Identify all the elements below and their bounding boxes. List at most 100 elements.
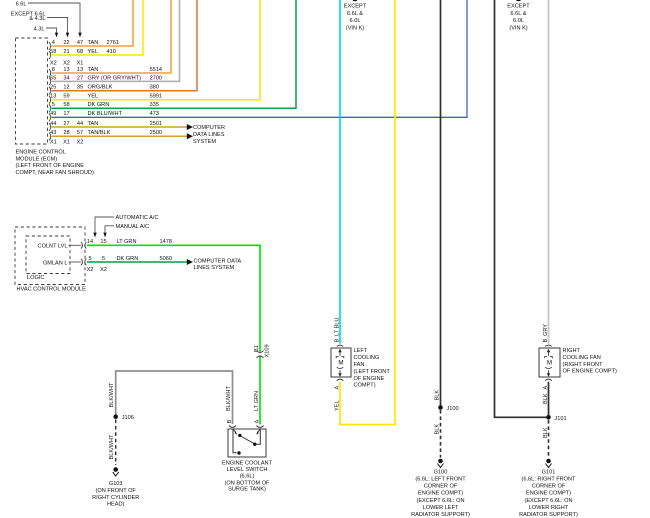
svg-text:5514: 5514 xyxy=(150,67,162,73)
svg-text:RADIATOR SUPPORT): RADIATOR SUPPORT) xyxy=(411,512,470,518)
svg-text:OF ENGINE: OF ENGINE xyxy=(354,376,385,382)
svg-text:410: 410 xyxy=(107,49,116,55)
svg-text:DK BLU/WHT: DK BLU/WHT xyxy=(88,111,123,117)
svg-text:CORNER OF: CORNER OF xyxy=(532,484,566,490)
svg-text:EXCEPT: EXCEPT xyxy=(344,4,367,10)
svg-text:6.0L: 6.0L xyxy=(350,18,361,24)
svg-text:& 4.3L: & 4.3L xyxy=(29,16,45,22)
svg-text:57: 57 xyxy=(77,130,83,136)
svg-text:ENGINE COMPT): ENGINE COMPT) xyxy=(526,491,571,497)
svg-text:LOWER LEFT: LOWER LEFT xyxy=(423,505,459,511)
svg-text:X2: X2 xyxy=(77,140,84,146)
svg-text:RIGHT CYLINDER: RIGHT CYLINDER xyxy=(92,495,139,501)
svg-text:YEL: YEL xyxy=(334,400,340,411)
svg-text:X2: X2 xyxy=(100,267,107,273)
svg-text:4: 4 xyxy=(52,40,55,46)
svg-text:LEFT: LEFT xyxy=(354,348,368,354)
svg-text:A: A xyxy=(543,386,549,390)
svg-text:TAN: TAN xyxy=(88,121,99,127)
svg-text:(RIGHT FRONT: (RIGHT FRONT xyxy=(563,362,604,368)
svg-text:2761: 2761 xyxy=(107,40,119,46)
svg-text:HVAC CONTROL MODULE: HVAC CONTROL MODULE xyxy=(17,287,87,293)
svg-text:B: B xyxy=(543,339,549,343)
svg-text:5: 5 xyxy=(52,102,55,108)
svg-text:27: 27 xyxy=(63,121,69,127)
svg-text:ENGINE COOLANT: ENGINE COOLANT xyxy=(222,460,273,466)
svg-text:5: 5 xyxy=(88,256,91,262)
svg-text:LT GRN: LT GRN xyxy=(117,239,137,245)
svg-text:G101: G101 xyxy=(542,470,556,476)
svg-text:5: 5 xyxy=(102,256,105,262)
svg-text:A: A xyxy=(334,386,340,390)
svg-text:SYSTEM: SYSTEM xyxy=(193,139,216,145)
svg-text:DATA LINES: DATA LINES xyxy=(193,132,225,138)
svg-text:4.3L: 4.3L xyxy=(34,27,45,33)
svg-text:49: 49 xyxy=(50,111,56,117)
svg-text:13: 13 xyxy=(50,94,56,100)
svg-text:EXCEPT 6.6L: EXCEPT 6.6L xyxy=(11,11,46,17)
svg-text:35: 35 xyxy=(77,85,83,91)
svg-text:25: 25 xyxy=(50,85,56,91)
svg-text:47: 47 xyxy=(77,40,83,46)
svg-text:YEL: YEL xyxy=(88,49,99,55)
svg-text:44: 44 xyxy=(77,121,83,127)
svg-text:1478: 1478 xyxy=(160,239,172,245)
svg-text:6.6L &: 6.6L & xyxy=(511,11,527,17)
svg-text:(ON FRONT OF: (ON FRONT OF xyxy=(96,488,137,494)
svg-text:(ON BOTTOM OF: (ON BOTTOM OF xyxy=(225,481,271,487)
svg-text:58: 58 xyxy=(50,49,56,55)
svg-text:GRY (OR GRY/WHT): GRY (OR GRY/WHT) xyxy=(88,75,142,81)
svg-text:LT BLU: LT BLU xyxy=(334,318,340,336)
svg-text:BLK: BLK xyxy=(543,393,549,404)
svg-text:EXCEPT: EXCEPT xyxy=(507,4,530,10)
svg-text:380: 380 xyxy=(150,85,159,91)
svg-text:COMPUTER: COMPUTER xyxy=(193,125,225,131)
svg-text:LINES SYSTEM: LINES SYSTEM xyxy=(194,265,235,271)
svg-text:COMPUTER DATA: COMPUTER DATA xyxy=(194,258,242,264)
svg-text:(LEFT FRONT: (LEFT FRONT xyxy=(354,369,391,375)
svg-text:6.6L: 6.6L xyxy=(16,2,27,8)
svg-text:B1: B1 xyxy=(254,345,260,352)
svg-text:LOGIC: LOGIC xyxy=(27,275,44,281)
svg-text:MANUAL A/C: MANUAL A/C xyxy=(116,224,150,230)
svg-text:(EXCEPT 6.6L: ON: (EXCEPT 6.6L: ON xyxy=(524,498,572,504)
svg-text:LOWER RIGHT: LOWER RIGHT xyxy=(529,505,569,511)
svg-text:5991: 5991 xyxy=(150,94,162,100)
svg-text:TAN: TAN xyxy=(88,67,99,73)
svg-text:(6.6L: LEFT FRONT: (6.6L: LEFT FRONT xyxy=(415,477,466,483)
svg-text:B: B xyxy=(334,339,340,343)
svg-text:SURGE TANK): SURGE TANK) xyxy=(228,487,266,493)
svg-text:473: 473 xyxy=(150,111,159,117)
svg-text:8: 8 xyxy=(52,67,55,73)
svg-text:OF ENGINE COMPT): OF ENGINE COMPT) xyxy=(563,369,618,375)
svg-text:15: 15 xyxy=(100,239,106,245)
svg-text:5060: 5060 xyxy=(160,256,172,262)
svg-text:M: M xyxy=(547,360,552,367)
svg-text:BLK: BLK xyxy=(543,427,549,438)
svg-text:13: 13 xyxy=(77,67,83,73)
svg-text:ENGINE COMPT): ENGINE COMPT) xyxy=(418,491,463,497)
svg-text:21: 21 xyxy=(63,49,69,55)
svg-text:GRY: GRY xyxy=(543,324,549,336)
svg-text:65: 65 xyxy=(50,75,56,81)
svg-text:DK GRN: DK GRN xyxy=(117,256,139,262)
svg-text:COOLING: COOLING xyxy=(354,355,380,361)
svg-text:43: 43 xyxy=(50,130,56,136)
svg-text:YEL: YEL xyxy=(88,94,99,100)
svg-text:DK GRN: DK GRN xyxy=(88,102,110,108)
svg-text:(VIN K): (VIN K) xyxy=(346,25,364,31)
svg-text:(6.6L): (6.6L) xyxy=(240,473,255,479)
svg-text:CORNER OF: CORNER OF xyxy=(424,484,458,490)
svg-text:(EXCEPT 6.6L: ON: (EXCEPT 6.6L: ON xyxy=(416,498,464,504)
svg-text:27: 27 xyxy=(77,75,83,81)
svg-text:RIGHT: RIGHT xyxy=(563,348,581,354)
svg-text:28: 28 xyxy=(63,130,69,136)
svg-text:6.6L &: 6.6L & xyxy=(347,11,363,17)
svg-text:2700: 2700 xyxy=(150,75,162,81)
svg-text:G103: G103 xyxy=(109,481,123,487)
svg-text:A: A xyxy=(255,420,261,424)
svg-text:44: 44 xyxy=(50,121,56,127)
svg-text:TAN: TAN xyxy=(88,40,99,46)
svg-text:X2: X2 xyxy=(87,267,94,273)
svg-text:LT GRN: LT GRN xyxy=(254,391,260,411)
